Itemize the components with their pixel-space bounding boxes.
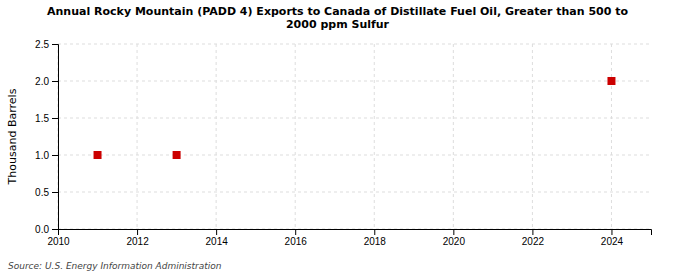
x-tick-label: 2020 — [443, 236, 466, 247]
plot-area: 2010 2012 2014 2016 2018 2020 2022 2024 0.0 0.5 1.… — [35, 39, 651, 247]
y-tick-label: 1.5 — [35, 113, 49, 124]
y-tick-label: 1.0 — [35, 150, 49, 161]
grid-line-y — [58, 192, 651, 193]
x-tick: 2022 — [522, 229, 545, 247]
grid — [58, 44, 651, 229]
x-tick-label: 2022 — [522, 236, 545, 247]
point — [94, 151, 102, 159]
x-tick-mark — [295, 229, 296, 235]
point — [607, 77, 615, 85]
grid-line-y — [58, 44, 651, 45]
x-tick-label: 2016 — [285, 236, 308, 247]
x-tick: 2016 — [285, 229, 308, 247]
y-tick: 0.5 — [35, 187, 58, 198]
x-tick-label: 2018 — [364, 236, 387, 247]
y-tick: 2.0 — [35, 76, 58, 87]
grid-line-y — [58, 118, 651, 119]
y-tick-mark — [52, 81, 58, 82]
x-tick-label: 2024 — [601, 236, 624, 247]
points — [94, 77, 616, 159]
grid-line-x — [453, 44, 454, 229]
source-note: Source: U.S. Energy Information Administ… — [8, 261, 222, 271]
y-tick-mark — [52, 155, 58, 156]
grid-line-x — [137, 44, 138, 229]
x-tick: 2024 — [601, 229, 624, 247]
grid-line-x — [295, 44, 296, 229]
x-tick: 2014 — [206, 229, 229, 247]
grid-line-x — [374, 44, 375, 229]
chart: 2010 2012 2014 2016 2018 2020 2022 2024 0.0 0.5 1.… — [0, 0, 675, 275]
grid-line-y — [58, 81, 651, 82]
y-axis-title: Thousand Barrels — [6, 88, 19, 185]
grid-line-y — [58, 155, 651, 156]
x-tick-label: 2014 — [206, 236, 229, 247]
y-tick-mark — [52, 118, 58, 119]
x-tick-mark — [374, 229, 375, 235]
x-tick-mark — [611, 229, 612, 235]
x-tick: 2012 — [126, 229, 149, 247]
y-tick-mark — [52, 229, 58, 230]
x-tick-mark — [137, 229, 138, 235]
x-axis: 2010 2012 2014 2016 2018 2020 2022 2024 — [47, 229, 651, 247]
x-tick: 2010 — [47, 229, 70, 247]
y-axis: 0.0 0.5 1.0 1.5 2.0 2.5 — [35, 39, 58, 235]
y-tick: 1.0 — [35, 150, 58, 161]
x-tick: 2018 — [364, 229, 387, 247]
y-tick-label: 2.5 — [35, 39, 49, 50]
x-tick-mark — [532, 229, 533, 235]
grid-line-x — [611, 44, 612, 229]
y-tick-mark — [52, 192, 58, 193]
y-tick: 0.0 — [35, 224, 58, 235]
y-tick-mark — [52, 44, 58, 45]
grid-line-x — [532, 44, 533, 229]
y-tick-label: 2.0 — [35, 76, 49, 87]
y-axis-line — [52, 45, 59, 230]
y-tick: 2.5 — [35, 39, 58, 50]
x-tick-label: 2012 — [126, 236, 149, 247]
y-tick-label: 0.0 — [35, 224, 49, 235]
x-tick-label: 2010 — [47, 236, 70, 247]
grid-line-x — [216, 44, 217, 229]
x-tick-mark — [453, 229, 454, 235]
y-tick: 1.5 — [35, 113, 58, 124]
x-tick-mark — [216, 229, 217, 235]
title: Annual Rocky Mountain (PADD 4) Exports t… — [47, 5, 628, 31]
x-tick: 2020 — [443, 229, 466, 247]
point — [173, 151, 181, 159]
y-tick-label: 0.5 — [35, 187, 49, 198]
x-axis-line — [59, 230, 652, 236]
